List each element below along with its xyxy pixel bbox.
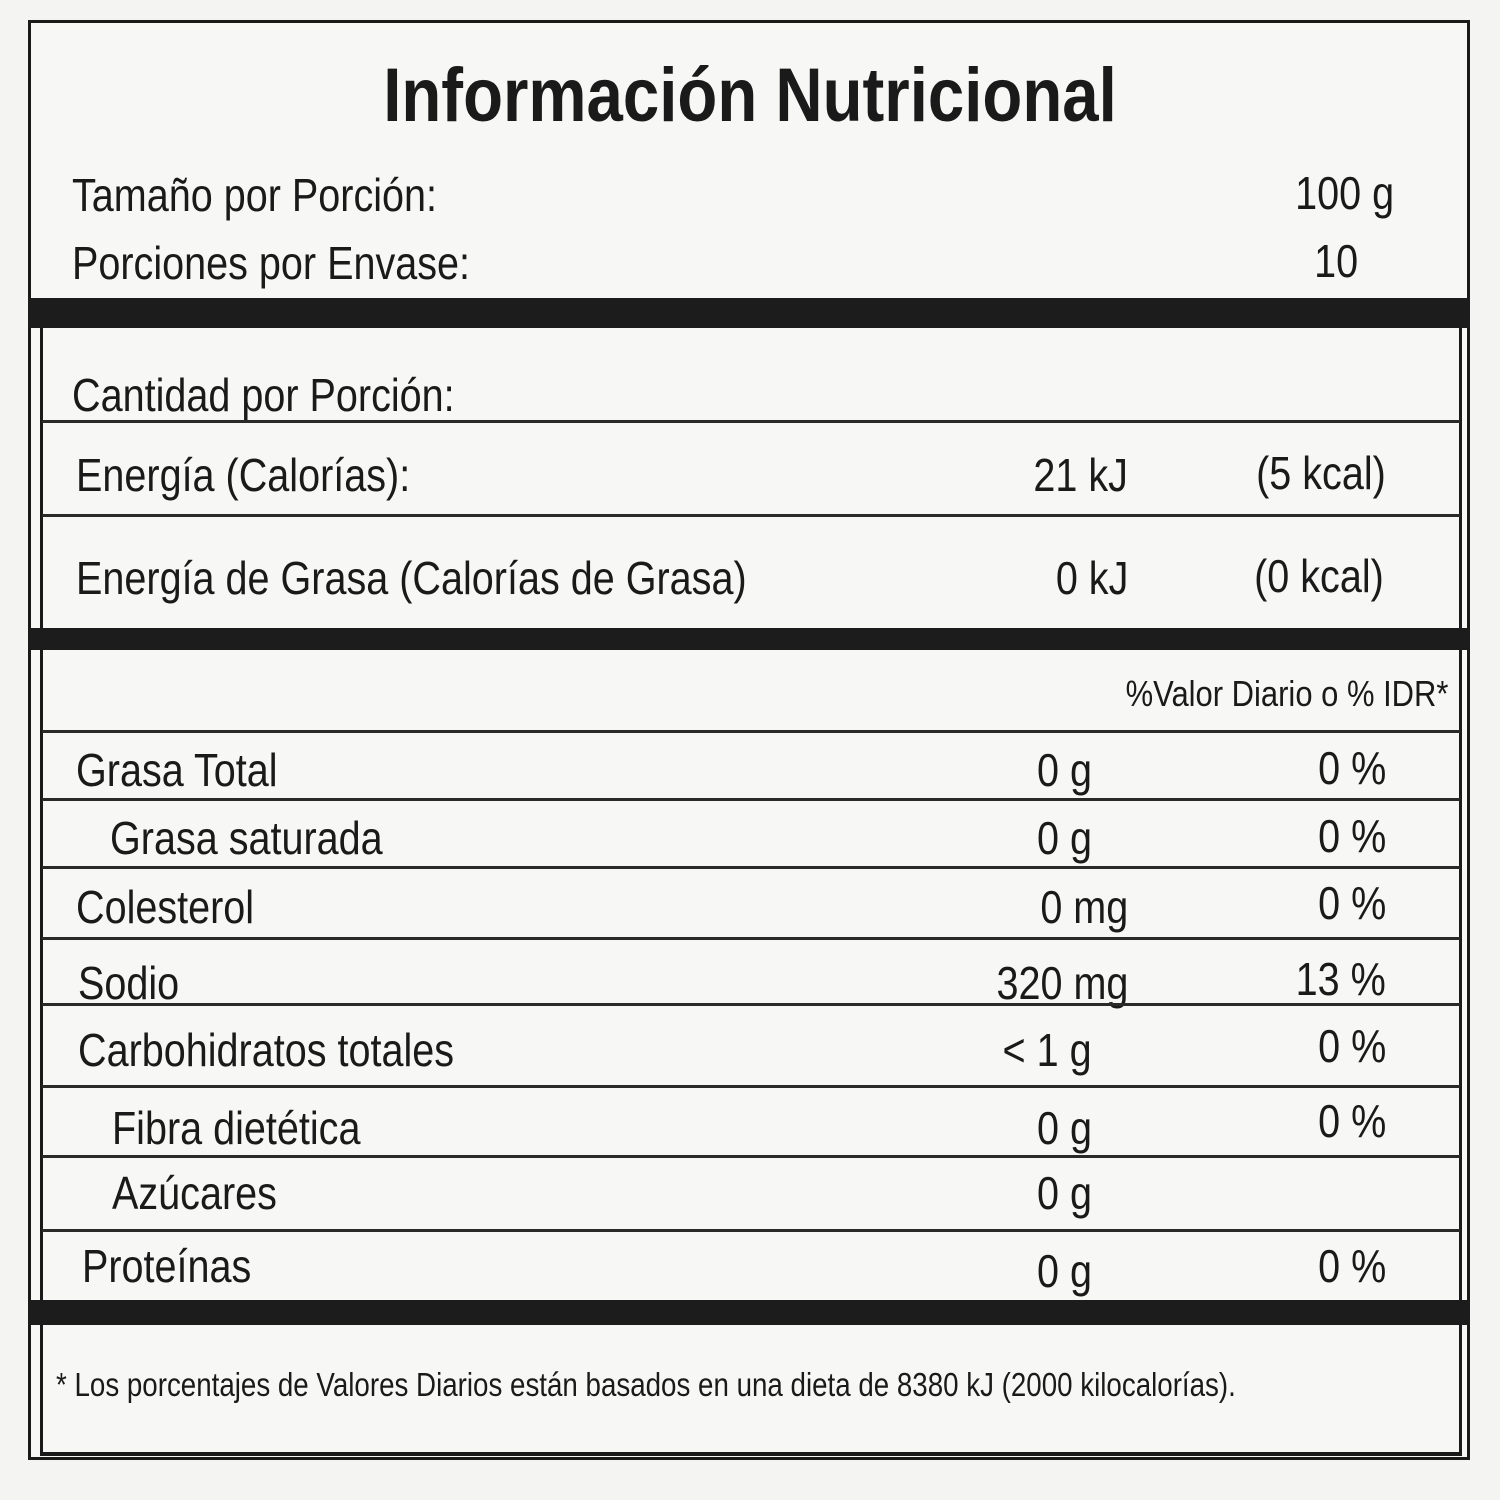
servings-label: Porciones por Envase: [72, 237, 471, 289]
nutrient-amount: 0 g [1037, 1102, 1092, 1154]
amount-per-serving: Cantidad por Porción: [72, 369, 455, 421]
fat-energy-kcal: (0 kcal) [1254, 550, 1384, 602]
nutrient-dv: 0 % [1317, 877, 1386, 929]
nutrient-label: Sodio [78, 957, 180, 1009]
divider [42, 730, 1460, 733]
nutrient-amount: 0 g [1037, 1167, 1092, 1219]
nutrient-label: Proteínas [82, 1240, 252, 1292]
nutrient-dv: 0 % [1317, 1020, 1386, 1072]
divider [42, 866, 1460, 869]
nutrient-amount: < 1 g [1002, 1024, 1092, 1076]
nutrient-dv: 0 % [1317, 1240, 1386, 1292]
footnote: * Los porcentajes de Valores Diarios est… [56, 1366, 1236, 1403]
nutrient-label: Carbohidratos totales [78, 1024, 455, 1076]
nutrient-dv: 0 % [1317, 742, 1386, 794]
divider [42, 1155, 1460, 1158]
nutrient-label: Colesterol [76, 881, 255, 933]
divider [42, 514, 1460, 517]
energy-kj: 21 kJ [1033, 449, 1128, 501]
thick-divider [28, 628, 1470, 650]
thick-divider [28, 298, 1470, 328]
divider [42, 1229, 1460, 1232]
nutrient-label: Fibra dietética [112, 1102, 361, 1154]
fat-energy-label: Energía de Grasa (Calorías de Grasa) [76, 552, 747, 604]
fat-energy-kj: 0 kJ [1055, 552, 1128, 604]
energy-kcal: (5 kcal) [1256, 447, 1386, 499]
nutrient-dv: 0 % [1317, 1095, 1386, 1147]
divider [42, 798, 1460, 801]
nutrient-label: Grasa saturada [110, 812, 383, 864]
nutrient-amount: 320 mg [996, 957, 1128, 1009]
daily-value-header: %Valor Diario o % IDR* [1125, 673, 1448, 714]
nutrient-amount: 0 g [1037, 1245, 1092, 1297]
serving-size-label: Tamaño por Porción: [72, 169, 438, 221]
divider [42, 937, 1460, 940]
nutrition-label-body [40, 300, 1462, 1456]
divider [42, 1085, 1460, 1088]
divider [42, 420, 1460, 423]
nutrient-label: Grasa Total [76, 744, 278, 796]
divider [42, 1003, 1460, 1006]
nutrient-dv: 13 % [1295, 953, 1386, 1005]
nutrient-amount: 0 g [1037, 744, 1092, 796]
serving-size-value: 100 g [1294, 167, 1394, 219]
nutrient-label: Azúcares [112, 1167, 277, 1219]
label-title: Información Nutricional [383, 53, 1117, 138]
servings-value: 10 [1313, 235, 1358, 287]
nutrition-label-frame [28, 20, 1470, 1460]
thick-divider [28, 1300, 1470, 1325]
energy-label: Energía (Calorías): [76, 449, 411, 501]
nutrient-amount: 0 mg [1040, 881, 1128, 933]
nutrient-amount: 0 g [1037, 812, 1092, 864]
nutrient-dv: 0 % [1317, 810, 1386, 862]
